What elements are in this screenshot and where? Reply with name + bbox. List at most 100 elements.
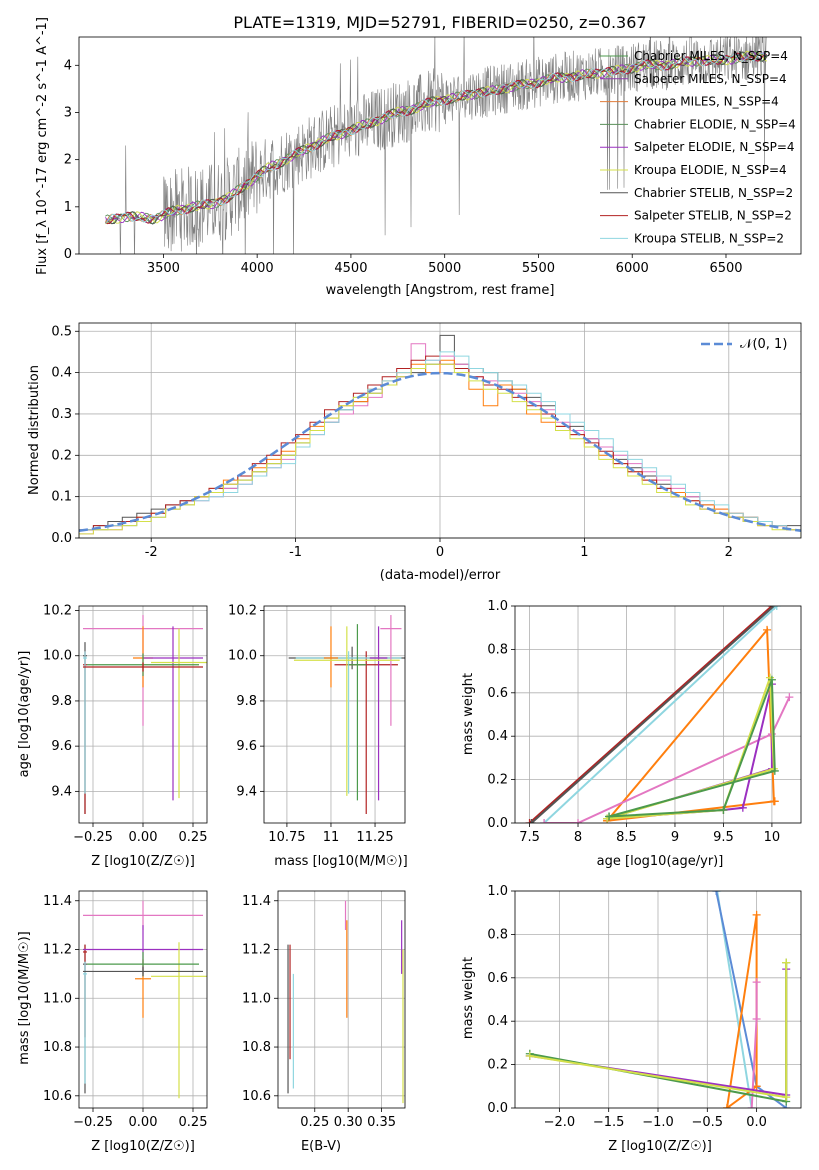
legend-label: Salpeter STELIB, N_SSP=2: [634, 209, 792, 223]
legend-label: Salpeter MILES, N_SSP=4: [634, 72, 787, 86]
x-axis-label: Z [log10(Z/Z☉)]: [91, 1139, 195, 1154]
y-axis-label: Flux [f_λ 10^-17 erg cm^-2 s^-1 A^-1]: [35, 17, 50, 275]
x-tick-label: −0.5: [692, 1115, 724, 1130]
y-tick-label: 1.0: [487, 599, 508, 614]
legend-label: Kroupa ELODIE, N_SSP=4: [634, 163, 787, 177]
y-tick-label: 0.0: [51, 531, 72, 546]
legend-label: Salpeter ELODIE, N_SSP=4: [634, 140, 795, 154]
weight-line: [530, 606, 775, 823]
x-tick-label: 6000: [616, 261, 649, 276]
y-tick-label: 0.0: [487, 816, 508, 831]
axes-frame: [263, 605, 406, 824]
x-tick-label: -2: [145, 545, 158, 560]
y-tick-label: 11.4: [43, 894, 72, 909]
weight-marker: [785, 693, 794, 702]
x-tick-label: 4000: [241, 261, 274, 276]
x-tick-label: 9.5: [713, 830, 734, 845]
weight-marker: [723, 1104, 732, 1108]
y-tick-label: 10.8: [43, 1040, 72, 1055]
weight-line: [726, 914, 758, 1108]
x-axis-label: Z [log10(Z/Z☉)]: [608, 1139, 712, 1154]
weight-marker: [712, 891, 721, 895]
weight-marker: [763, 625, 772, 634]
y-tick-label: 11.2: [242, 943, 271, 958]
weight-marker: [574, 819, 583, 823]
x-tick-label: −2.0: [544, 1115, 576, 1130]
weight-line: [528, 606, 773, 823]
y-axis-label: mass weight: [461, 957, 476, 1039]
y-tick-label: 3: [64, 105, 72, 120]
legend-label: Kroupa MILES, N_SSP=4: [634, 95, 779, 109]
x-tick-label: -1: [289, 545, 302, 560]
x-tick-label: −0.25: [73, 830, 113, 845]
weight-marker: [772, 606, 781, 610]
weight-marker: [770, 797, 779, 806]
weight-marker: [770, 766, 779, 775]
axes-frame: [514, 890, 802, 1109]
x-axis-label: (data-model)/error: [380, 568, 501, 583]
model-line: [105, 50, 768, 223]
y-tick-label: 0.6: [487, 971, 508, 986]
y-tick-label: 9.6: [236, 739, 257, 754]
y-axis-label: Normed distribution: [27, 365, 42, 495]
y-tick-label: 10.0: [43, 649, 72, 664]
weight-marker: [738, 803, 747, 812]
weight-line: [544, 696, 791, 823]
weight-marker: [752, 1082, 761, 1091]
y-tick-label: 11.2: [43, 943, 72, 958]
x-tick-label: 8.5: [616, 830, 637, 845]
y-tick-label: 10.6: [43, 1089, 72, 1104]
y-tick-label: 0.5: [51, 324, 72, 339]
panel-6: [75, 891, 207, 1112]
x-tick-label: 0.35: [367, 1115, 396, 1130]
y-tick-label: 9.4: [51, 784, 72, 799]
axes-frame: [514, 605, 802, 824]
weight-marker: [782, 1093, 791, 1102]
x-tick-label: 0.25: [300, 1115, 329, 1130]
weight-marker: [525, 819, 534, 823]
y-tick-label: 10.8: [242, 1040, 271, 1055]
y-tick-label: 0.4: [51, 366, 72, 381]
weight-marker: [719, 805, 728, 814]
weight-marker: [605, 812, 614, 821]
x-tick-label: 9: [671, 830, 679, 845]
x-axis-label: mass [log10(M/M☉)]: [274, 854, 407, 869]
x-tick-label: 5000: [428, 261, 461, 276]
x-tick-label: 10: [764, 830, 781, 845]
x-tick-label: 0.30: [334, 1115, 363, 1130]
panel-7: [274, 891, 405, 1112]
legend-label: Chabrier MILES, N_SSP=4: [634, 49, 788, 63]
y-tick-label: 0.4: [487, 1014, 508, 1029]
legend-label: Chabrier ELODIE, N_SSP=4: [634, 117, 796, 131]
x-axis-label: age [log10(age/yr)]: [597, 854, 724, 869]
x-tick-label: 0.25: [179, 830, 208, 845]
histogram-series: [79, 351, 801, 538]
axes-frame: [78, 890, 208, 1109]
normal-curve: [79, 371, 801, 533]
model-line: [104, 52, 768, 224]
y-tick-label: 10.6: [242, 1089, 271, 1104]
weight-line: [608, 679, 776, 818]
x-axis-label: Z [log10(Z/Z☉)]: [91, 854, 195, 869]
y-tick-label: 2: [64, 153, 72, 168]
weight-marker: [752, 910, 761, 919]
x-tick-label: −0.25: [73, 1115, 113, 1130]
y-tick-label: 1: [64, 200, 72, 215]
axes-frame: [78, 36, 802, 255]
x-tick-label: 0.0: [746, 1115, 767, 1130]
y-tick-label: 9.8: [236, 694, 257, 709]
x-tick-label: −1.5: [593, 1115, 625, 1130]
y-tick-label: 11.4: [242, 894, 271, 909]
x-tick-label: 4500: [334, 261, 367, 276]
y-axis-label: mass weight: [461, 673, 476, 755]
y-tick-label: 0.2: [51, 448, 72, 463]
y-tick-label: 0.6: [487, 686, 508, 701]
y-tick-label: 9.4: [236, 784, 257, 799]
x-tick-label: 11: [323, 830, 340, 845]
axes-frame: [78, 605, 208, 824]
weight-line: [543, 606, 778, 823]
axes-frame: [78, 322, 802, 539]
data-spectrum-line: [105, 37, 767, 254]
y-tick-label: 1.0: [487, 884, 508, 899]
